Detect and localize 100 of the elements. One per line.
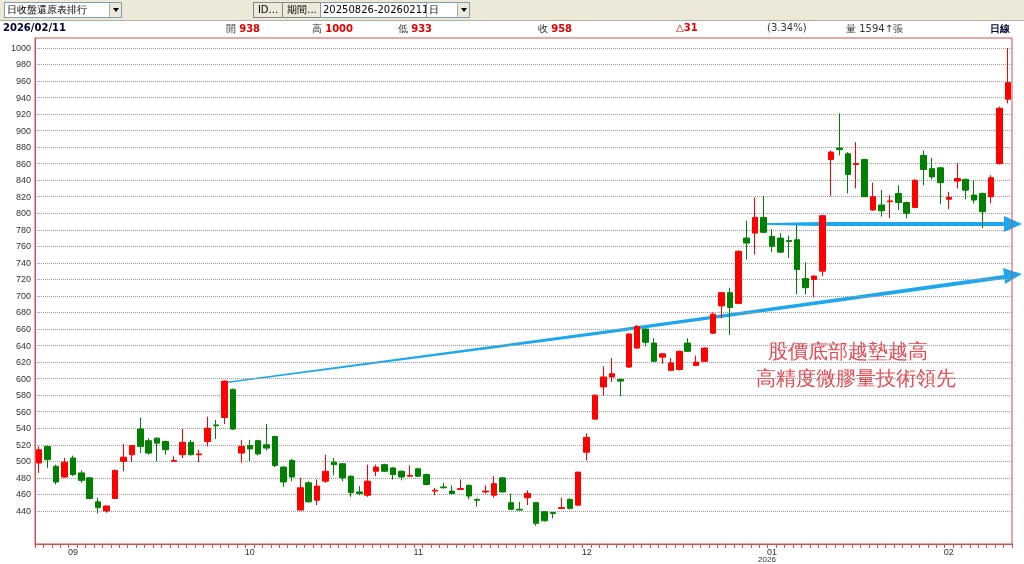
candlestick — [314, 479, 320, 506]
candlestick — [390, 466, 396, 481]
y-tick-label: 800 — [15, 208, 31, 219]
candlestick — [204, 416, 211, 447]
candlestick — [971, 179, 977, 204]
candlestick — [988, 174, 994, 204]
y-tick-label: 760 — [15, 241, 31, 252]
candlestick — [550, 511, 556, 519]
candlestick — [516, 501, 523, 511]
candlestick — [440, 482, 447, 490]
x-tick-label: 12 — [581, 546, 592, 557]
candlestick — [752, 197, 758, 256]
candlestick — [786, 235, 792, 259]
candlestick — [466, 483, 472, 500]
y-tick-label: 720 — [15, 274, 31, 285]
candlestick — [356, 485, 363, 496]
candlestick — [642, 327, 649, 347]
candlestick — [617, 378, 624, 397]
candlestick — [171, 455, 177, 462]
candlestick — [491, 475, 497, 499]
text-field: 20250826-20260211 — [320, 2, 428, 18]
dropdown: 日 — [426, 2, 470, 18]
y-tick-label: 520 — [15, 439, 31, 450]
candlestick — [701, 346, 708, 363]
candlestick — [179, 428, 186, 459]
y-tick-label: 740 — [15, 257, 31, 268]
candlestick — [937, 166, 944, 205]
candlestick — [794, 224, 800, 295]
candlestick — [567, 498, 573, 510]
y-tick-label: 500 — [15, 456, 31, 467]
candlestick — [213, 419, 219, 440]
y-tick-label: 620 — [15, 357, 31, 368]
candlestick — [861, 158, 868, 198]
candlestick — [120, 443, 127, 472]
text: 2026 — [758, 554, 777, 564]
text: 日線 — [990, 22, 1010, 36]
candlestick — [474, 498, 480, 508]
candlestick — [777, 232, 784, 254]
candlestick — [651, 337, 657, 363]
text: 高 1000 — [312, 23, 354, 34]
candlestick — [432, 487, 438, 496]
candlestick — [230, 388, 236, 431]
candlestick — [36, 445, 42, 474]
candlestick — [684, 337, 691, 353]
candlestick — [255, 439, 261, 457]
y-tick-label: 780 — [15, 224, 31, 235]
candlestick — [238, 439, 245, 464]
candlestick — [609, 357, 615, 383]
y-tick-label: 880 — [15, 142, 31, 153]
y-tick-label: 700 — [15, 290, 31, 301]
candlestick — [600, 365, 607, 397]
candlestick — [575, 471, 581, 507]
y-tick-label: 540 — [15, 423, 31, 434]
candlestick — [457, 479, 464, 490]
candlestick — [558, 497, 565, 509]
candlestick — [247, 439, 253, 462]
y-tick-label: 660 — [15, 324, 31, 335]
candlestick — [364, 464, 371, 498]
candlestick — [407, 464, 413, 477]
x-tick-label: 10 — [244, 546, 255, 557]
candlestick — [912, 178, 918, 209]
text: 收 958 — [538, 23, 573, 34]
candlestick — [381, 463, 388, 473]
candlestick — [626, 332, 632, 369]
candlestick — [718, 291, 725, 319]
candlestick — [272, 435, 278, 468]
candlestick — [339, 462, 346, 482]
candlestick — [676, 350, 683, 371]
candlestick — [668, 357, 674, 372]
dropdown: 日收盤還原表排行 — [4, 2, 122, 18]
y-tick-label: 900 — [15, 125, 31, 136]
y-tick-label: 860 — [15, 158, 31, 169]
candlestick — [828, 149, 834, 197]
candlestick — [348, 474, 354, 498]
button: 期間... — [282, 2, 322, 18]
candlestick — [508, 493, 514, 511]
y-tick-label: 580 — [15, 390, 31, 401]
candlestick — [592, 393, 598, 420]
y-tick-label: 920 — [15, 109, 31, 120]
candlestick — [946, 191, 952, 210]
candlestick — [103, 505, 110, 514]
candlestick — [887, 194, 893, 219]
y-tick-label: 600 — [15, 373, 31, 384]
candlestick — [996, 106, 1003, 165]
text: 量 1594↑張 — [846, 23, 904, 34]
candlestick — [398, 469, 405, 481]
candlestick — [331, 457, 337, 476]
y-tick-label: 680 — [15, 307, 31, 318]
y-tick-label: 1000 — [10, 42, 31, 53]
candlestick — [53, 464, 59, 485]
x-tick-label: 11 — [413, 546, 423, 557]
candlestick — [760, 195, 767, 234]
candlestick — [415, 467, 421, 478]
candlestick — [95, 497, 101, 514]
candlestick — [70, 455, 76, 477]
candlestick — [112, 469, 118, 500]
candlestick — [524, 489, 531, 506]
y-tick-label: 460 — [15, 489, 31, 500]
candlestick — [954, 162, 961, 189]
candlestick — [583, 432, 590, 461]
